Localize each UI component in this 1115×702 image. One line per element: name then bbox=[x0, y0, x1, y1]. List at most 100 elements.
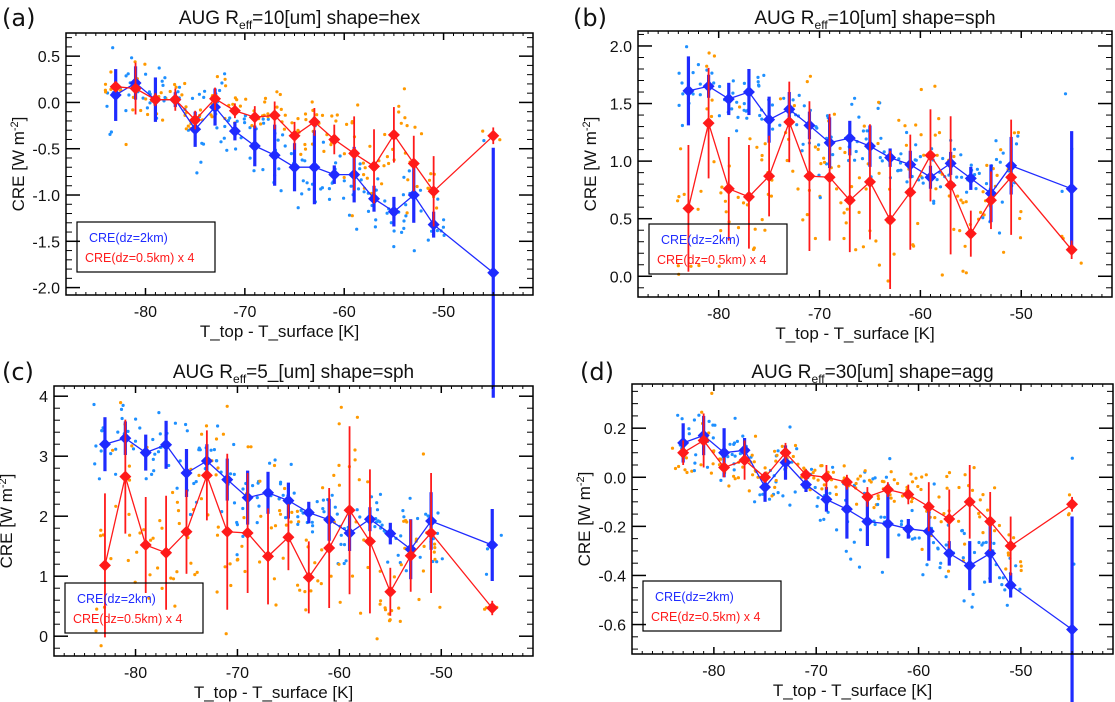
scatter-point bbox=[692, 469, 697, 473]
scatter-point bbox=[694, 453, 698, 457]
scatter-point bbox=[690, 469, 694, 473]
scatter-point bbox=[699, 463, 703, 467]
scatter-point bbox=[263, 100, 267, 104]
scatter-point bbox=[398, 619, 402, 624]
data-marker bbox=[407, 157, 420, 170]
data-marker bbox=[697, 434, 710, 447]
scatter-point bbox=[171, 577, 176, 581]
scatter-point bbox=[691, 92, 695, 96]
data-marker bbox=[722, 182, 735, 195]
scatter-point bbox=[974, 187, 978, 191]
scatter-point bbox=[697, 263, 701, 268]
scatter-point bbox=[311, 524, 315, 528]
scatter-point bbox=[820, 464, 824, 468]
scatter-point bbox=[963, 473, 967, 477]
scatter-point bbox=[937, 131, 942, 135]
scatter-point bbox=[1004, 567, 1008, 571]
scatter-point bbox=[378, 520, 382, 524]
scatter-point bbox=[920, 176, 924, 180]
scatter-point bbox=[176, 509, 181, 513]
scatter-point bbox=[94, 629, 98, 633]
scatter-point bbox=[248, 156, 252, 160]
scatter-point bbox=[268, 461, 272, 465]
data-marker bbox=[799, 468, 812, 481]
scatter-point bbox=[418, 188, 423, 192]
scatter-point bbox=[99, 644, 103, 648]
scatter-point bbox=[347, 213, 352, 217]
scatter-point bbox=[770, 494, 774, 498]
scatter-point bbox=[692, 418, 697, 422]
scatter-point bbox=[670, 446, 675, 450]
scatter-point bbox=[356, 187, 361, 191]
data-marker bbox=[221, 525, 234, 538]
scatter-point bbox=[334, 161, 338, 165]
scatter-point bbox=[685, 45, 689, 49]
scatter-point bbox=[216, 424, 220, 428]
scatter-point bbox=[313, 561, 317, 565]
scatter-point bbox=[888, 457, 892, 461]
scatter-point bbox=[224, 84, 228, 88]
scatter-point bbox=[100, 429, 104, 433]
data-marker bbox=[1065, 182, 1078, 195]
scatter-point bbox=[780, 444, 784, 448]
scatter-point bbox=[109, 70, 113, 74]
scatter-point bbox=[426, 238, 430, 242]
scatter-point bbox=[396, 553, 400, 557]
scatter-point bbox=[687, 427, 691, 431]
scatter-point bbox=[813, 485, 817, 490]
scatter-point bbox=[992, 541, 996, 546]
data-marker bbox=[742, 86, 755, 99]
scatter-point bbox=[228, 562, 232, 566]
scatter-point bbox=[956, 194, 960, 198]
scatter-point bbox=[931, 541, 936, 545]
scatter-point bbox=[376, 177, 380, 181]
scatter-point bbox=[892, 252, 896, 256]
data-marker bbox=[881, 483, 894, 496]
plot-frame bbox=[637, 30, 1113, 298]
x-tick-label: -70 bbox=[808, 306, 831, 323]
x-tick-label: -70 bbox=[226, 665, 249, 682]
scatter-point bbox=[359, 611, 363, 615]
scatter-point bbox=[999, 148, 1003, 152]
scatter-point bbox=[148, 573, 152, 577]
data-marker bbox=[487, 266, 500, 279]
scatter-point bbox=[298, 588, 302, 592]
scatter-point bbox=[278, 482, 283, 486]
scatter-point bbox=[981, 216, 985, 220]
scatter-point bbox=[1067, 493, 1072, 497]
scatter-point bbox=[215, 75, 219, 79]
scatter-point bbox=[857, 210, 861, 214]
scatter-point bbox=[185, 429, 189, 433]
scatter-point bbox=[418, 555, 422, 559]
scatter-point bbox=[962, 599, 966, 603]
scatter-point bbox=[127, 464, 131, 468]
data-marker bbox=[861, 515, 874, 528]
scatter-point bbox=[935, 178, 939, 182]
scatter-point bbox=[135, 550, 139, 554]
scatter-point bbox=[793, 443, 798, 448]
scatter-point bbox=[160, 79, 164, 83]
scatter-point bbox=[977, 540, 981, 545]
scatter-point bbox=[957, 485, 961, 490]
y-tick-label: -1.0 bbox=[32, 188, 60, 205]
x-tick-label: -50 bbox=[430, 665, 453, 682]
y-tick-label: -1.5 bbox=[32, 234, 60, 251]
data-marker bbox=[288, 129, 301, 142]
scatter-point bbox=[874, 239, 878, 243]
scatter-point bbox=[944, 575, 948, 579]
scatter-point bbox=[677, 195, 681, 199]
scatter-point bbox=[283, 144, 287, 148]
scatter-point bbox=[819, 162, 823, 166]
scatter-point bbox=[274, 603, 278, 607]
legend-box bbox=[64, 582, 204, 634]
data-marker bbox=[180, 467, 193, 479]
scatter-point bbox=[141, 96, 145, 100]
scatter-point bbox=[1018, 236, 1023, 240]
scatter-point bbox=[186, 124, 190, 128]
scatter-point bbox=[438, 605, 442, 609]
scatter-point bbox=[194, 480, 198, 484]
scatter-point bbox=[202, 95, 206, 99]
scatter-point bbox=[365, 176, 369, 180]
scatter-point bbox=[856, 477, 860, 481]
scatter-point bbox=[399, 563, 403, 567]
